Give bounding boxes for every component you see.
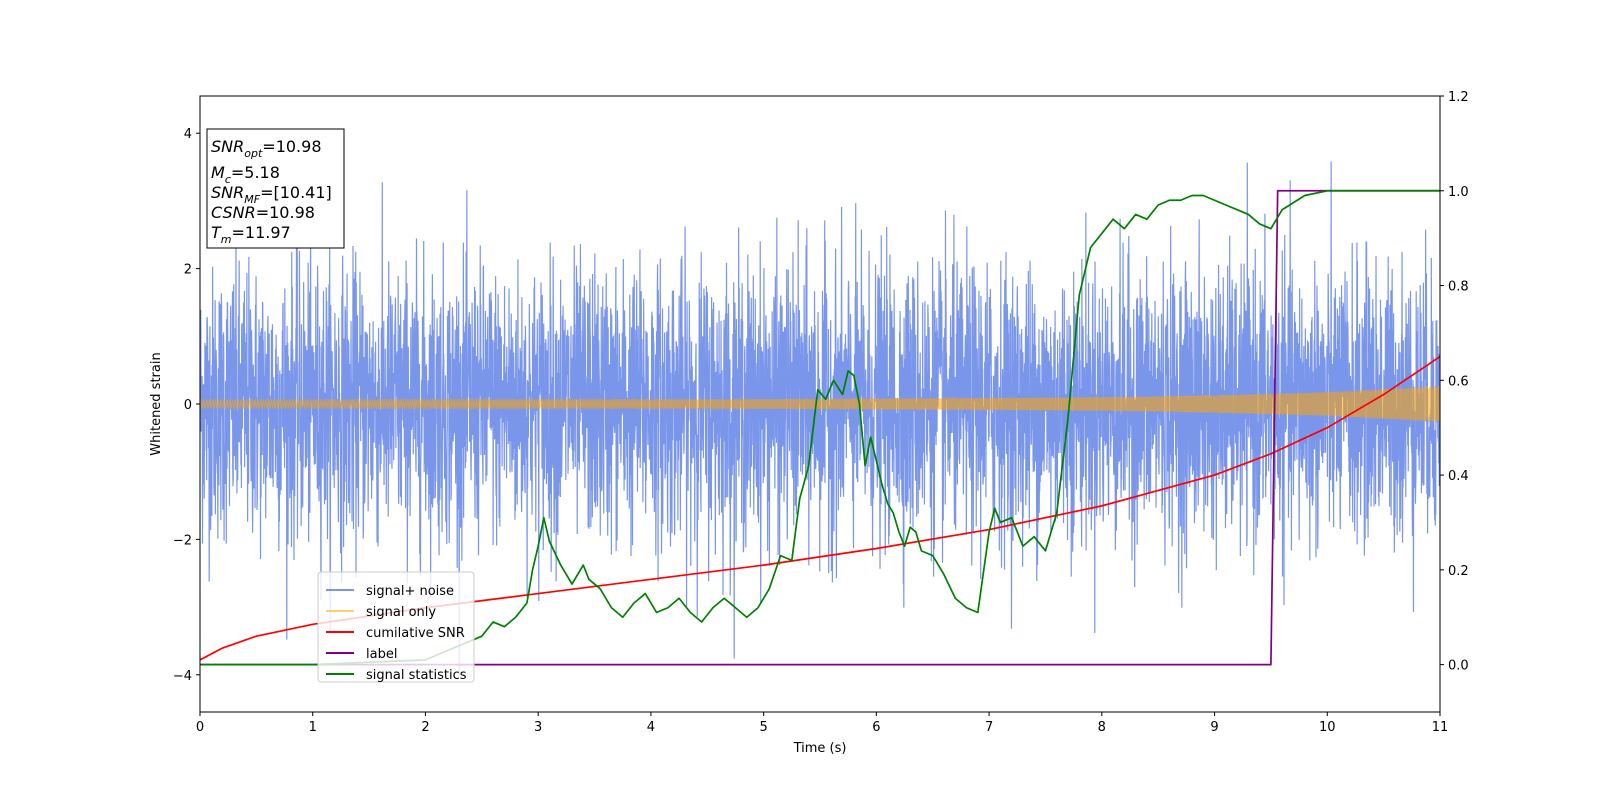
- y-right-tick-label: 0.6: [1448, 374, 1469, 389]
- x-tick-label: 11: [1432, 720, 1449, 735]
- tm-symbol: T: [211, 223, 222, 242]
- x-tick-label: 6: [872, 720, 880, 735]
- tm-subscript: m: [221, 233, 232, 246]
- y-left-tick-label: −2: [173, 533, 192, 548]
- stats-annotation-box: SNRopt=10.98 Mc=5.18 SNRMF=[10.41] CSNR=…: [206, 128, 345, 249]
- legend-label: signal+ noise: [366, 584, 454, 599]
- legend: signal+ noise signal only cumilative SNR la…: [317, 571, 475, 683]
- x-tick-label: 4: [647, 720, 655, 735]
- y-right-tick-label: 1.2: [1448, 90, 1469, 105]
- legend-label: cumilative SNR: [366, 626, 465, 641]
- legend-label: signal only: [366, 605, 436, 620]
- x-tick-label: 2: [421, 720, 429, 735]
- y-left-tick-label: −4: [173, 669, 192, 684]
- x-tick-label: 1: [309, 720, 317, 735]
- snr-mf-symbol: SNR: [211, 183, 244, 202]
- y-right-tick-label: 0.0: [1448, 659, 1469, 674]
- legend-item-signal-noise: signal+ noise: [326, 584, 454, 599]
- x-tick-label: 8: [1098, 720, 1106, 735]
- series-signal-statistics: [200, 189, 1440, 666]
- annotation-mc: Mc=5.18: [211, 163, 280, 186]
- series-cumulative-snr: [200, 355, 1440, 661]
- y-axis-label: Whitened strain: [149, 352, 164, 455]
- snr-opt-value: =10.98: [262, 137, 321, 156]
- axes-layer: 0 1 2 3 4 5 6 7 8 9 10 11 −4 −2 0 2 4 0.0 0.2 0.4 0.6 0.8 1.0 1…: [173, 90, 1469, 735]
- csnr-value: =10.98: [256, 203, 315, 222]
- annotation-snr-mf: SNRMF=[10.41]: [211, 183, 332, 206]
- annotation-tm: Tm=11.97: [211, 223, 291, 246]
- snr-opt-symbol: SNR: [211, 137, 244, 156]
- mc-symbol: M: [211, 163, 225, 182]
- mc-subscript: c: [225, 173, 231, 186]
- y-left-tick-label: 0: [184, 398, 192, 413]
- legend-label: signal statistics: [366, 668, 467, 683]
- snr-opt-subscript: opt: [244, 147, 263, 160]
- y-right-tick-label: 1.0: [1448, 185, 1469, 200]
- x-tick-label: 0: [196, 720, 204, 735]
- y-left-tick-label: 2: [184, 263, 192, 278]
- snr-mf-subscript: MF: [244, 193, 260, 206]
- tm-value: =11.97: [232, 223, 291, 242]
- y-right-tick-label: 0.2: [1448, 564, 1469, 579]
- legend-item-label: label: [326, 647, 397, 662]
- legend-label: label: [366, 647, 397, 662]
- y-right-tick-label: 0.4: [1448, 469, 1469, 484]
- y-left-tick-label: 4: [184, 127, 192, 142]
- x-axis-label: Time (s): [793, 741, 847, 756]
- series-signal-only: [200, 385, 1440, 423]
- series-layer: [200, 161, 1440, 677]
- annotation-frame: [206, 128, 345, 249]
- legend-frame: [317, 571, 475, 683]
- x-tick-label: 5: [759, 720, 767, 735]
- mc-value: =5.18: [231, 163, 280, 182]
- y-right-tick-label: 0.8: [1448, 280, 1469, 295]
- x-tick-label: 9: [1210, 720, 1218, 735]
- x-tick-label: 7: [985, 720, 993, 735]
- legend-item-cumulative-snr: cumilative SNR: [326, 626, 465, 641]
- legend-item-signal-statistics: signal statistics: [326, 668, 467, 683]
- annotation-csnr: CSNR=10.98: [211, 203, 315, 222]
- series-signal-noise: [200, 161, 1440, 677]
- annotation-snr-opt: SNRopt=10.98: [211, 137, 322, 160]
- legend-item-signal-only: signal only: [326, 605, 436, 620]
- x-tick-label: 3: [534, 720, 542, 735]
- snr-mf-value: =[10.41]: [260, 183, 332, 202]
- plot-area: [199, 95, 1441, 713]
- x-tick-label: 10: [1319, 720, 1336, 735]
- csnr-symbol: CSNR: [211, 203, 256, 222]
